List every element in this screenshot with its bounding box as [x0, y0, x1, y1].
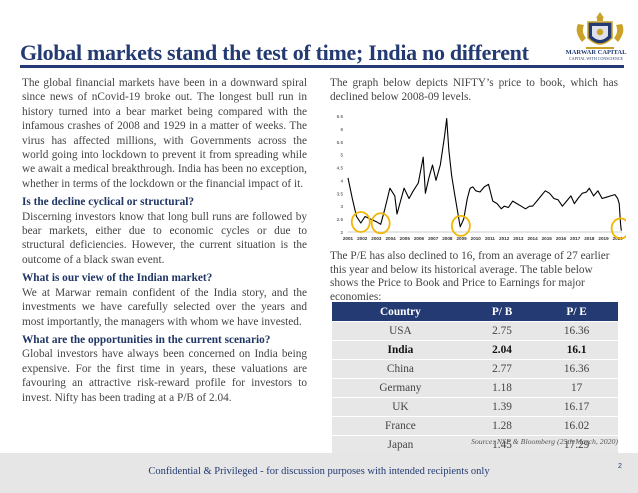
table-row: China 2.77 16.36: [332, 359, 618, 379]
x-tick-label: 2007: [428, 236, 439, 241]
heading-indian-market: What is our view of the Indian market?: [22, 272, 213, 285]
marwar-crest-logo: [576, 12, 624, 49]
y-tick-label: 3: [340, 204, 343, 209]
footer-disclaimer: Confidential & Privileged - for discussi…: [148, 466, 490, 477]
y-tick-label: 4: [340, 178, 343, 183]
low-point-highlight-circle: [350, 211, 371, 233]
x-tick-label: 2009: [456, 236, 467, 241]
x-tick-label: 2011: [485, 236, 495, 241]
y-tick-label: 6.5: [337, 114, 344, 119]
low-point-highlight-circle: [610, 217, 626, 240]
cell-pb: 2.75: [468, 321, 536, 341]
cell-pb: 2.04: [468, 340, 536, 360]
y-tick-label: 4.5: [337, 166, 344, 171]
cell-country: Japan: [332, 435, 469, 454]
x-tick-label: 2019: [598, 236, 609, 241]
x-tick-label: 2003: [371, 236, 382, 241]
chart-intro: The graph below depicts NIFTY’s price to…: [330, 77, 618, 104]
cell-country: China: [332, 359, 469, 379]
table-row: UK 1.39 16.17: [332, 397, 618, 417]
x-tick-label: 2016: [556, 236, 567, 241]
cell-pe: 16.1: [535, 340, 618, 360]
cell-country: India: [332, 340, 469, 360]
cell-pe: 17.29: [535, 435, 618, 454]
x-tick-label: 2015: [542, 236, 553, 241]
x-tick-label: 2002: [357, 236, 368, 241]
cell-pe: 16.36: [535, 359, 618, 379]
cell-pb: 1.39: [468, 397, 536, 417]
valuation-table: Country P/ B P/ E USA 2.75 16.36 India 2.04…: [332, 302, 618, 454]
cell-pb: 1.18: [468, 378, 536, 398]
left-column: The global financial markets have been i…: [22, 76, 307, 405]
title-divider: [20, 65, 624, 68]
x-tick-label: 2013: [513, 236, 524, 241]
nifty-pb-series-line: [347, 118, 622, 231]
heading-cyclical: Is the decline cyclical or structural?: [22, 196, 195, 209]
cell-country: USA: [332, 321, 469, 341]
x-tick-label: 2018: [584, 236, 595, 241]
x-tick-label: 2010: [471, 236, 482, 241]
table-row: USA 2.75 16.36: [332, 321, 618, 341]
cell-pb: 1.28: [468, 416, 536, 436]
table-row-highlighted: India 2.04 16.1: [332, 340, 618, 360]
page-number: 2: [618, 463, 622, 470]
heading-opportunities: What are the opportunities in the curren…: [22, 333, 271, 346]
cell-pe: 17: [535, 378, 618, 398]
cell-pe: 16.17: [535, 397, 618, 417]
cell-country: UK: [332, 397, 469, 417]
nifty-pb-chart: 2 2.5 3 3.5 4 4.5 5 5.5 6 6.5 2001 2002 2003 2004 2005…: [337, 114, 626, 241]
y-tick-label: 2: [340, 230, 343, 235]
x-tick-label: 2017: [570, 236, 581, 241]
cell-pb: 2.77: [468, 359, 536, 379]
x-tick-label: 2014: [527, 236, 538, 241]
low-point-highlight-circle: [370, 212, 391, 235]
paragraph-opportunities: Global investors have always been concer…: [22, 348, 307, 404]
header-country: Country: [332, 302, 469, 322]
y-tick-label: 5: [340, 153, 343, 158]
x-tick-label: 2006: [414, 236, 425, 241]
logo-tagline: CAPITAL WITH CONSCIENCE: [569, 56, 623, 61]
table-header-row: Country P/ B P/ E: [332, 302, 618, 322]
logo-wordmark: MARWAR CAPITAL CAPITAL WITH CONSCIENCE: [556, 49, 636, 61]
paragraph-indian-market: We at Marwar remain confident of the Ind…: [22, 286, 307, 328]
x-tick-label: 2001: [343, 236, 354, 241]
header-pb: P/ B: [468, 302, 536, 322]
x-tick-label: 2012: [499, 236, 510, 241]
table-row: France 1.28 16.02: [332, 416, 618, 436]
cell-pb: 1.45: [468, 435, 536, 454]
y-tick-label: 3.5: [337, 191, 344, 196]
x-tick-label: 2008: [442, 236, 453, 241]
cell-pe: 16.36: [535, 321, 618, 341]
page-title: Global markets stand the test of time; I…: [20, 40, 529, 65]
x-tick-label: 2005: [400, 236, 411, 241]
paragraph-cyclical: Discerning investors know that long bull…: [22, 210, 307, 266]
low-point-highlight-circle: [450, 214, 471, 237]
cell-pe: 16.02: [535, 416, 618, 436]
y-tick-label: 2.5: [337, 217, 344, 222]
x-tick-label: 2004: [385, 236, 396, 241]
source-note: Source: NSE & Bloomberg (25th March, 202…: [470, 437, 618, 446]
table-row: Japan 1.45 17.29: [332, 435, 618, 454]
cell-country: France: [332, 416, 469, 436]
logo-name: MARWAR CAPITAL: [565, 49, 627, 56]
intro-paragraph: The global financial markets have been i…: [22, 77, 307, 190]
y-tick-label: 6: [340, 127, 343, 132]
footer-bar: [0, 453, 638, 493]
y-tick-label: 5.5: [337, 140, 344, 145]
pe-paragraph: The P/E has also declined to 16, from an…: [330, 250, 610, 303]
cell-country: Germany: [332, 378, 469, 398]
table-row: Germany 1.18 17: [332, 378, 618, 398]
header-pe: P/ E: [535, 302, 618, 322]
